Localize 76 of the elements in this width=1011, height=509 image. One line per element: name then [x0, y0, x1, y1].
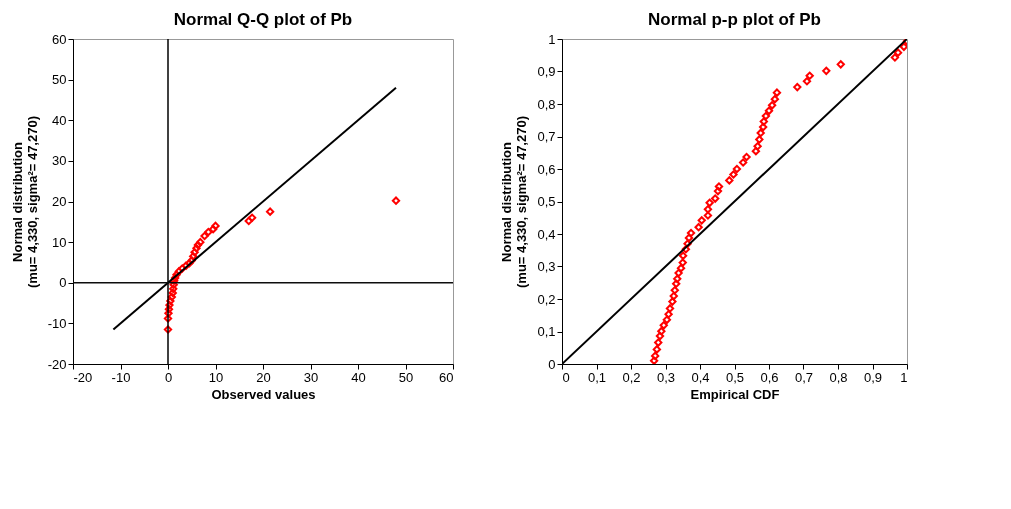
y-axis-title: Normal distribution (mu= 4,330, sigma²= 47,270)	[9, 116, 40, 288]
y-tick-label: -10	[47, 315, 67, 331]
point	[793, 82, 802, 92]
point	[703, 211, 713, 220]
x-tick-label: 0,3	[656, 369, 676, 385]
point	[678, 251, 688, 260]
point	[772, 88, 782, 97]
point	[659, 321, 668, 330]
x-tick-label: 1	[900, 369, 908, 385]
point	[714, 182, 724, 191]
chart-title: Normal Q-Q plot of Pb	[173, 10, 353, 29]
point	[764, 106, 774, 115]
point	[753, 142, 762, 151]
x-tick-label: 0,8	[829, 369, 848, 385]
y-tick-label: 40	[52, 112, 67, 128]
x-tick-label: 30	[303, 369, 319, 385]
x-tick-label: 40	[351, 369, 366, 385]
point	[822, 66, 831, 76]
y-tick-label: 10	[52, 234, 67, 250]
point	[711, 194, 720, 203]
point	[654, 338, 663, 347]
x-tick-label: 0,2	[622, 369, 641, 385]
x-axis-title: Observed values	[211, 386, 316, 402]
point	[686, 228, 696, 238]
point	[729, 170, 738, 179]
y-tick-label: 50	[52, 72, 67, 88]
point	[705, 198, 714, 207]
x-tick-label: 0,6	[760, 369, 779, 385]
y-tick-label: 0,7	[537, 129, 556, 144]
point	[657, 327, 666, 336]
y-tick-label: 0	[59, 275, 67, 291]
point	[899, 42, 907, 51]
x-tick-label: 10	[208, 369, 224, 385]
x-tick-label: 0,5	[725, 369, 745, 385]
x-tick-label: 20	[256, 369, 271, 385]
point	[732, 164, 742, 174]
x-tick-label: -10	[111, 369, 131, 385]
x-tick-label: 0,9	[863, 369, 883, 385]
point	[836, 60, 845, 69]
point	[738, 158, 748, 167]
point	[755, 135, 764, 144]
x-tick-label: 0	[164, 369, 173, 385]
point	[742, 152, 751, 162]
y-tick-label: 0,9	[537, 64, 556, 79]
y-tick-label: 0,8	[537, 96, 556, 112]
y-tick-label: 0,1	[537, 324, 556, 339]
point	[890, 53, 900, 62]
point	[697, 216, 706, 225]
x-tick-label: 0,7	[794, 369, 814, 385]
point	[805, 71, 814, 80]
point	[725, 176, 734, 185]
y-tick-label: 30	[52, 153, 67, 169]
x-tick-label: 0,4	[691, 369, 710, 385]
y-tick-label: 1	[548, 31, 556, 47]
point	[694, 223, 703, 232]
point	[665, 304, 675, 313]
y-tick-label: 0,6	[537, 161, 556, 177]
point	[761, 111, 771, 121]
x-axis-title: Empirical CDF	[690, 386, 780, 402]
point	[767, 101, 777, 110]
x-tick-label: 0	[562, 369, 570, 385]
y-tick-label: -20	[47, 356, 67, 372]
chart-title: Normal p-p plot of Pb	[648, 10, 821, 29]
x-tick-label: 60	[439, 369, 454, 385]
y-tick-label: 60	[52, 31, 67, 47]
y-tick-label: 0,3	[537, 259, 556, 274]
y-tick-label: 0,4	[537, 226, 556, 242]
y-axis-title: Normal distribution (mu= 4,330, sigma²= 47,270)	[499, 116, 530, 288]
x-tick-label: 50	[398, 369, 414, 385]
point	[652, 345, 662, 354]
y-tick-label: 0,5	[537, 194, 556, 209]
y-tick-label: 0	[548, 356, 556, 372]
x-tick-label: -20	[73, 369, 93, 385]
x-tick-label: 0,1	[587, 369, 607, 385]
y-tick-label: 0,2	[537, 291, 556, 307]
y-tick-label: 20	[52, 194, 67, 209]
